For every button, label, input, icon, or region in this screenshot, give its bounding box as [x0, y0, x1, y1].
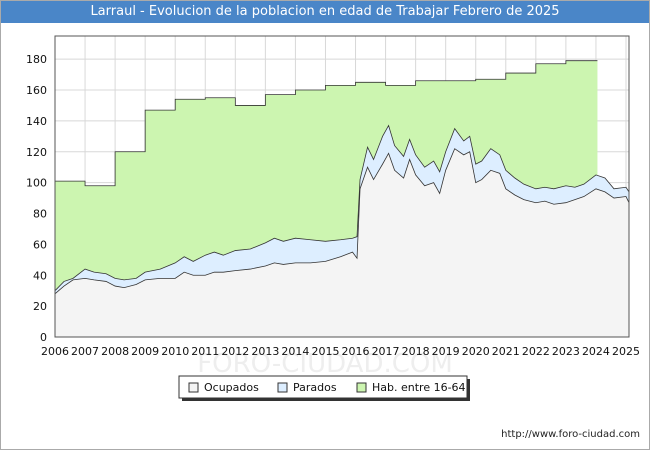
x-tick-label: 2017 [372, 345, 400, 358]
legend-box [178, 375, 468, 399]
x-axis-ticks: 2006 2007 2008 2009 2010 2011 2012 2013 2014 2015… [41, 345, 640, 358]
x-tick-label: 2014 [281, 345, 309, 358]
x-tick-label: 2015 [311, 345, 339, 358]
y-tick-label: 180 [26, 53, 47, 66]
x-tick-label: 2018 [402, 345, 430, 358]
series-ocupados-line [54, 148, 630, 295]
x-tick-label: 2023 [552, 345, 580, 358]
x-tick-label: 2025 [612, 345, 640, 358]
x-tick-label: 2006 [41, 345, 69, 358]
y-tick-label: 60 [33, 238, 47, 251]
series-areas [54, 60, 630, 338]
x-tick-label: 2024 [582, 345, 610, 358]
x-tick-label: 2009 [131, 345, 159, 358]
y-axis-ticks: 0 20 40 60 80 100 120 140 160 180 [26, 53, 47, 344]
legend-label-parados: Parados [293, 381, 337, 394]
y-tick-label: 140 [26, 115, 47, 128]
legend: Ocupados Parados Hab. entre 16-64 [178, 375, 470, 401]
x-tick-label: 2008 [101, 345, 129, 358]
y-tick-label: 40 [33, 269, 47, 282]
legend-label-habitantes: Hab. entre 16-64 [372, 381, 466, 394]
series-parados-line [54, 124, 630, 291]
x-tick-label: 2021 [492, 345, 520, 358]
chart-title: Larraul - Evolucion de la poblacion en e… [1, 1, 649, 23]
y-tick-label: 0 [40, 331, 47, 344]
series-ocupados-area [55, 148, 629, 337]
footer-url: http://www.foro-ciudad.com [501, 429, 640, 440]
x-tick-label: 2012 [221, 345, 249, 358]
x-tick-label: 2007 [71, 345, 99, 358]
x-tick-label: 2016 [342, 345, 370, 358]
legend-swatch-parados [277, 382, 288, 393]
y-tick-label: 160 [26, 84, 47, 97]
legend-swatch-habitantes [356, 382, 367, 393]
watermark-text: FORO-CIUDAD.COM [197, 349, 453, 379]
series-habitantes-line [55, 60, 598, 187]
y-tick-label: 100 [26, 177, 47, 190]
plot-border [54, 35, 630, 338]
y-tick-label: 120 [26, 146, 47, 159]
x-tick-label: 2020 [462, 345, 490, 358]
legend-label-ocupados: Ocupados [204, 381, 259, 394]
x-tick-label: 2022 [522, 345, 550, 358]
x-tick-label: 2011 [191, 345, 219, 358]
x-tick-label: 2019 [432, 345, 460, 358]
y-tick-label: 20 [33, 300, 47, 313]
y-tick-label: 80 [33, 208, 47, 221]
x-tick-label: 2013 [251, 345, 279, 358]
x-tick-label: 2010 [161, 345, 189, 358]
legend-swatch-ocupados [188, 382, 199, 393]
